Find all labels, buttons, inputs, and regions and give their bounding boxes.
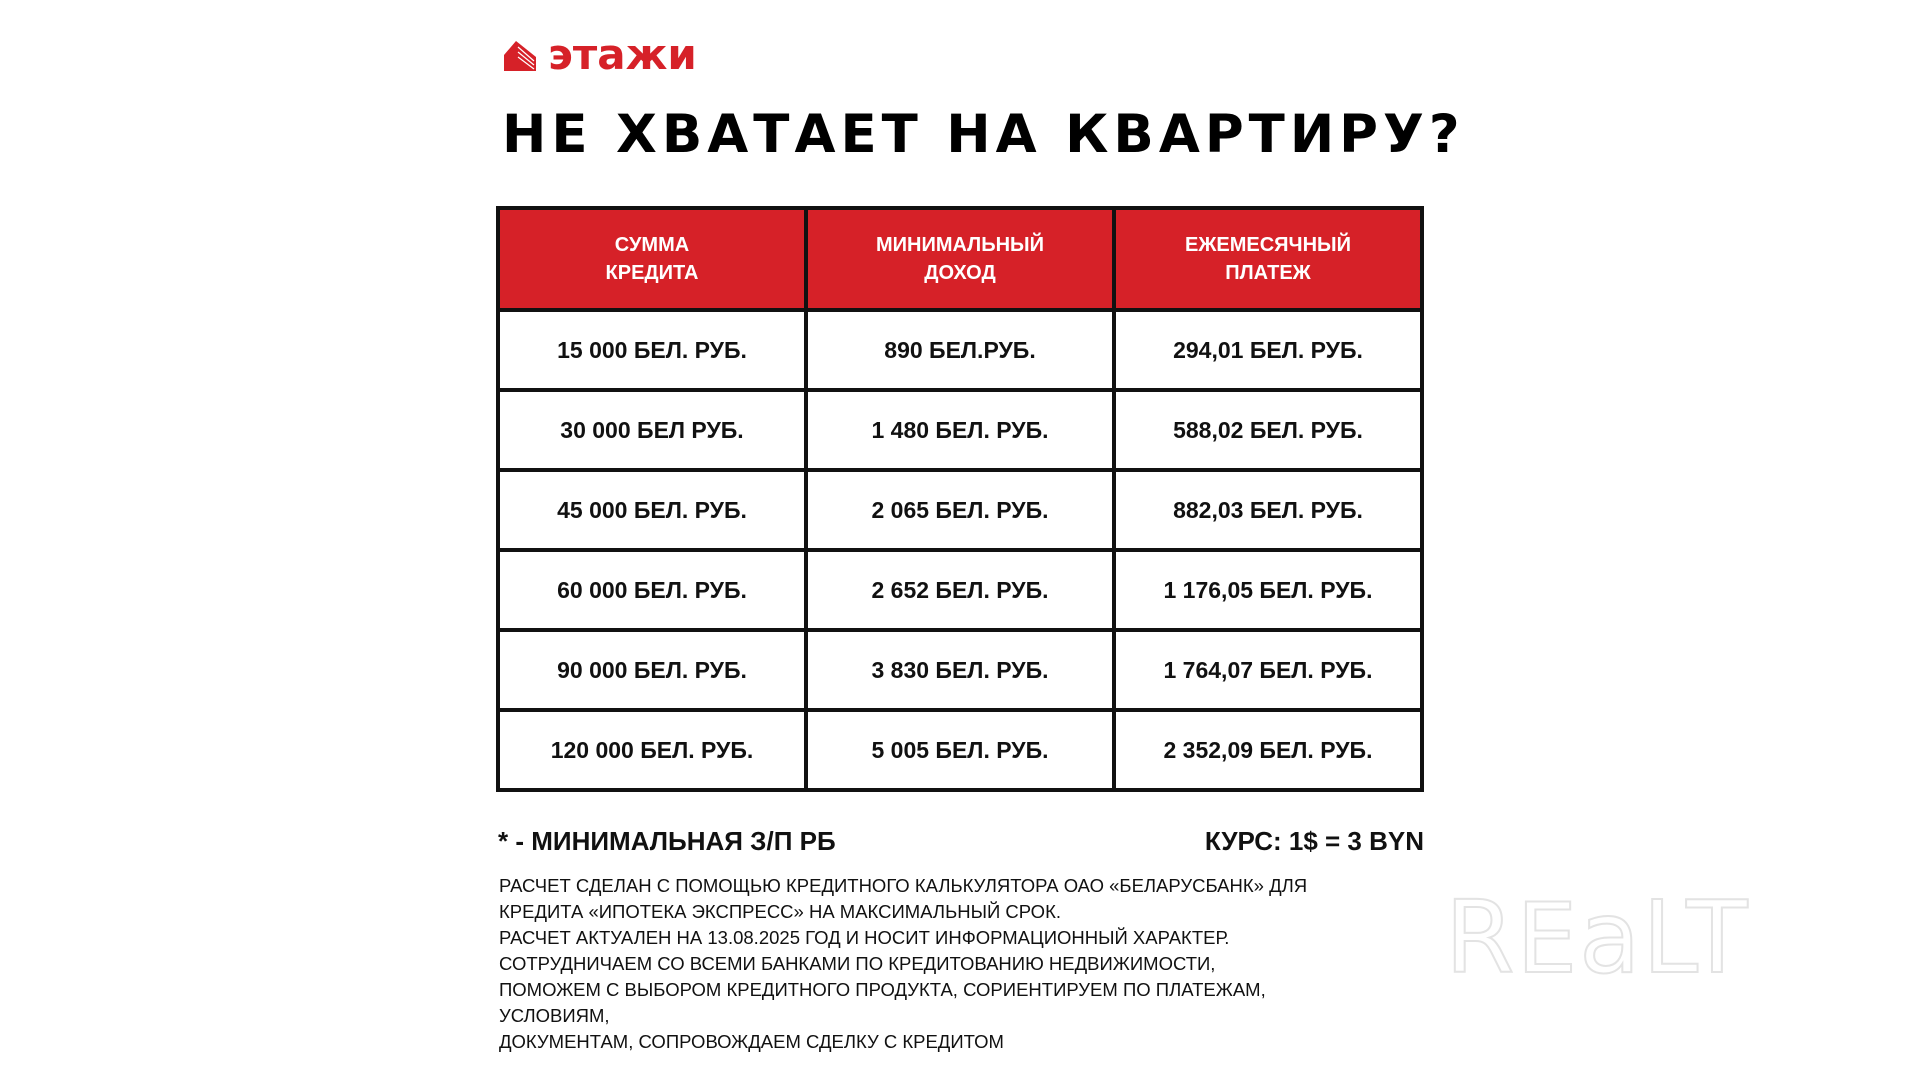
cell-monthly-payment: 2 352,09 БЕЛ. РУБ. [1112, 708, 1424, 792]
table-row: 30 000 БЕЛ РУБ. 1 480 БЕЛ. РУБ. 588,02 БЕЛ… [496, 388, 1424, 472]
cell-monthly-payment: 588,02 БЕЛ. РУБ. [1112, 388, 1424, 472]
cell-min-income: 1 480 БЕЛ. РУБ. [804, 388, 1116, 472]
cell-min-income: 2 652 БЕЛ. РУБ. [804, 548, 1116, 632]
header-loan-amount: СУММА КРЕДИТА [496, 206, 808, 312]
note-line: ДОКУМЕНТАМ, СОПРОВОЖДАЕМ СДЕЛКУ С КРЕДИТ… [499, 1031, 1004, 1052]
cell-loan-amount: 90 000 БЕЛ. РУБ. [496, 628, 808, 712]
etazhi-logo: этажи [502, 34, 697, 76]
note-line: РАСЧЕТ АКТУАЛЕН НА 13.08.2025 ГОД И НОСИ… [499, 927, 1230, 948]
logo-text: этажи [548, 30, 697, 79]
cell-min-income: 3 830 БЕЛ. РУБ. [804, 628, 1116, 712]
table-row: 60 000 БЕЛ. РУБ. 2 652 БЕЛ. РУБ. 1 176,05 … [496, 548, 1424, 632]
note-line: УСЛОВИЯМ, [499, 1005, 610, 1026]
cell-loan-amount: 15 000 БЕЛ. РУБ. [496, 308, 808, 392]
cell-monthly-payment: 1 764,07 БЕЛ. РУБ. [1112, 628, 1424, 712]
cell-monthly-payment: 882,03 БЕЛ. РУБ. [1112, 468, 1424, 552]
notes: РАСЧЕТ СДЕЛАН С ПОМОЩЬЮ КРЕДИТНОГО КАЛЬК… [499, 873, 1459, 1055]
note-line: СОТРУДНИЧАЕМ СО ВСЕМИ БАНКАМИ ПО КРЕДИТО… [499, 953, 1216, 974]
credit-table: СУММА КРЕДИТА МИНИМАЛЬНЫЙ ДОХОД ЕЖЕМЕСЯЧНЫ… [496, 206, 1424, 792]
cell-loan-amount: 120 000 БЕЛ. РУБ. [496, 708, 808, 792]
realt-watermark: REaLT [1444, 879, 1750, 996]
cell-monthly-payment: 294,01 БЕЛ. РУБ. [1112, 308, 1424, 392]
table-row: 120 000 БЕЛ. РУБ. 5 005 БЕЛ. РУБ. 2 352,09… [496, 708, 1424, 792]
building-icon [504, 41, 536, 71]
cell-monthly-payment: 1 176,05 БЕЛ. РУБ. [1112, 548, 1424, 632]
page-title: НЕ ХВАТАЕТ НА КВАРТИРУ? [502, 104, 1465, 165]
cell-min-income: 5 005 БЕЛ. РУБ. [804, 708, 1116, 792]
table-row: 15 000 БЕЛ. РУБ. 890 БЕЛ.РУБ. 294,01 БЕЛ. … [496, 308, 1424, 392]
cell-loan-amount: 60 000 БЕЛ. РУБ. [496, 548, 808, 632]
header-monthly-payment: ЕЖЕМЕСЯЧНЫЙ ПЛАТЕЖ [1112, 206, 1424, 312]
cell-min-income: 2 065 БЕЛ. РУБ. [804, 468, 1116, 552]
footnote: * - МИНИМАЛЬНАЯ З/П РБ [498, 826, 836, 856]
table-header-row: СУММА КРЕДИТА МИНИМАЛЬНЫЙ ДОХОД ЕЖЕМЕСЯЧНЫ… [496, 206, 1424, 312]
exchange-rate: КУРС: 1$ = 3 BYN [1204, 826, 1424, 856]
cell-loan-amount: 30 000 БЕЛ РУБ. [496, 388, 808, 472]
cell-min-income: 890 БЕЛ.РУБ. [804, 308, 1116, 392]
note-line: КРЕДИТА «ИПОТЕКА ЭКСПРЕСС» НА МАКСИМАЛЬН… [499, 901, 1061, 922]
table-row: 90 000 БЕЛ. РУБ. 3 830 БЕЛ. РУБ. 1 764,07 … [496, 628, 1424, 712]
table-row: 45 000 БЕЛ. РУБ. 2 065 БЕЛ. РУБ. 882,03 БЕ… [496, 468, 1424, 552]
header-min-income: МИНИМАЛЬНЫЙ ДОХОД [804, 206, 1116, 312]
note-line: ПОМОЖЕМ С ВЫБОРОМ КРЕДИТНОГО ПРОДУКТА, С… [499, 979, 1266, 1000]
cell-loan-amount: 45 000 БЕЛ. РУБ. [496, 468, 808, 552]
note-line: РАСЧЕТ СДЕЛАН С ПОМОЩЬЮ КРЕДИТНОГО КАЛЬК… [499, 875, 1308, 896]
